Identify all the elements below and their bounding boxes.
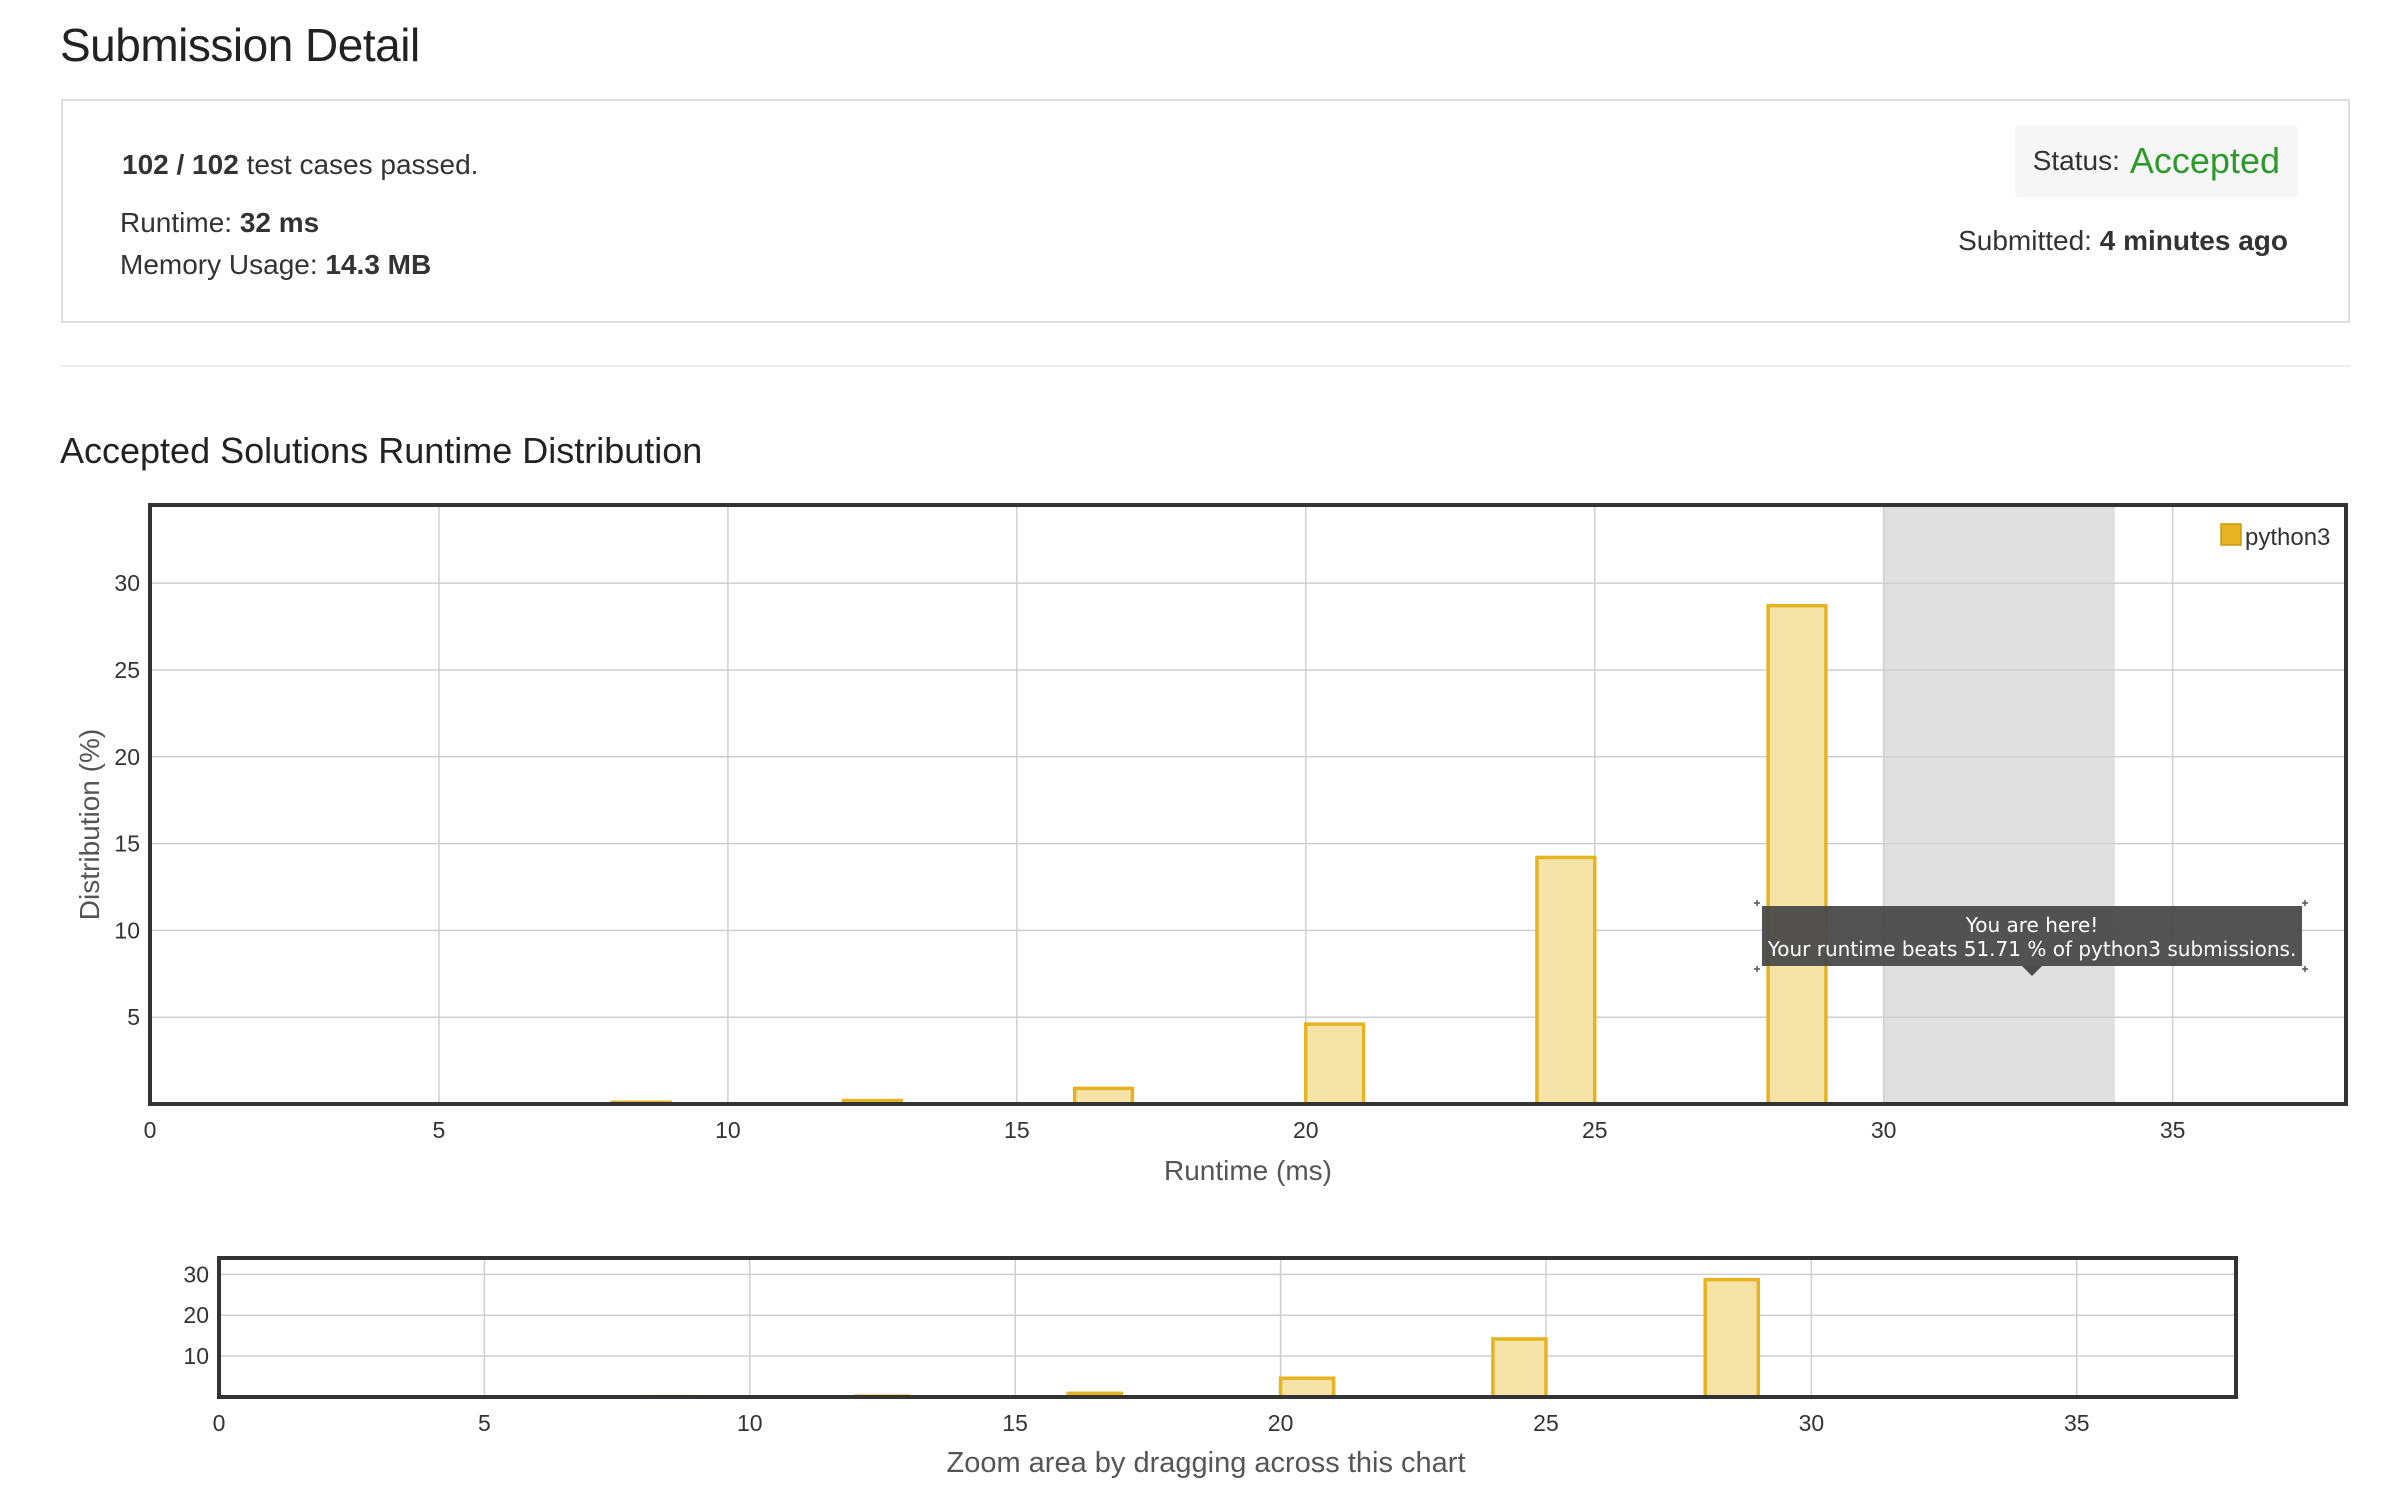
runtime-value: 32 ms xyxy=(239,207,320,238)
x-tick-label: 20 xyxy=(1293,1117,1319,1143)
tooltip-corner-mark xyxy=(2302,900,2308,906)
nav-y-tick-label: 30 xyxy=(183,1261,209,1287)
y-tick-label: 20 xyxy=(114,744,140,770)
y-tick-label: 15 xyxy=(114,831,140,857)
tooltip-pointer xyxy=(2022,966,2042,976)
status-badge: Status: Accepted xyxy=(2014,125,2298,197)
your-runtime-band xyxy=(1883,505,2115,1104)
nav-y-tick-label: 20 xyxy=(183,1302,209,1328)
status-label: Status: xyxy=(2032,145,2120,176)
test-cases-count: 102 / 102 xyxy=(122,149,239,180)
submission-summary-panel: 102 / 102 test cases passed. Runtime: 32… xyxy=(61,99,2350,323)
legend-swatch xyxy=(2220,523,2242,546)
main-chart: 0 5 10 15 20 25 30 35 5 10 15 20 25 30 Runtime (ms) Dis… xyxy=(74,503,2348,1186)
tooltip-corner-mark xyxy=(1754,966,1760,972)
x-tick-label: 30 xyxy=(1871,1117,1897,1143)
x-axis-title: Runtime (ms) xyxy=(1164,1155,1332,1186)
nav-bar xyxy=(1491,1337,1548,1399)
submitted-label: Submitted: xyxy=(1958,225,2092,256)
navigator-chart[interactable]: 0 5 10 15 20 25 30 35 10 20 30 xyxy=(183,1256,2238,1436)
test-cases-line: 102 / 102 test cases passed. xyxy=(122,149,478,181)
navigator-hint: Zoom area by dragging across this chart xyxy=(946,1447,1465,1479)
tooltip-box xyxy=(1762,906,2302,966)
nav-x-tick-label: 10 xyxy=(737,1410,763,1436)
bar xyxy=(1072,1086,1135,1106)
nav-bar xyxy=(1703,1277,1761,1399)
x-tick-label: 10 xyxy=(715,1117,741,1143)
nav-x-tick-label: 25 xyxy=(1533,1410,1559,1436)
bar xyxy=(1766,603,1828,1106)
memory-label: Memory Usage: xyxy=(120,249,318,280)
nav-plot-frame xyxy=(217,1256,2238,1399)
tooltip-line-2: Your runtime beats 51.71 % of python3 su… xyxy=(1767,937,2297,961)
section-divider xyxy=(61,365,2350,367)
x-tick-label: 35 xyxy=(2160,1117,2186,1143)
submitted-line: Submitted: 4 minutes ago xyxy=(1958,225,2288,257)
memory-line: Memory Usage: 14.3 MB xyxy=(120,249,431,281)
y-tick-label: 25 xyxy=(114,657,140,683)
y-tick-label: 30 xyxy=(114,570,140,596)
x-tick-label: 5 xyxy=(433,1117,446,1143)
nav-x-tick-label: 5 xyxy=(478,1410,491,1436)
nav-x-tick-label: 20 xyxy=(1268,1410,1294,1436)
legend-label: python3 xyxy=(2245,524,2330,551)
x-tick-label: 25 xyxy=(1582,1117,1608,1143)
y-axis-title: Distribution (%) xyxy=(74,729,105,920)
tooltip-corner-mark xyxy=(1754,900,1760,906)
submitted-value: 4 minutes ago xyxy=(2099,225,2288,256)
bar xyxy=(1535,855,1597,1106)
runtime-line: Runtime: 32 ms xyxy=(120,207,319,239)
memory-value: 14.3 MB xyxy=(325,249,432,280)
nav-x-tick-label: 30 xyxy=(1799,1410,1825,1436)
section-title: Accepted Solutions Runtime Distribution xyxy=(60,430,703,471)
x-tick-label: 15 xyxy=(1004,1117,1030,1143)
y-tick-label: 5 xyxy=(127,1004,140,1030)
bar xyxy=(1304,1022,1366,1106)
nav-bar xyxy=(1278,1376,1336,1399)
nav-x-tick-label: 35 xyxy=(2064,1410,2090,1436)
y-tick-label: 10 xyxy=(114,917,140,943)
test-cases-label: test cases passed. xyxy=(246,149,479,180)
nav-x-tick-label: 0 xyxy=(213,1410,226,1436)
nav-x-tick-label: 15 xyxy=(1002,1410,1028,1436)
tooltip-line-1: You are here! xyxy=(1965,913,2099,937)
x-tick-label: 0 xyxy=(144,1117,157,1143)
runtime-label: Runtime: xyxy=(120,207,233,238)
tooltip-corner-mark xyxy=(2302,966,2308,972)
page-title: Submission Detail xyxy=(60,19,420,71)
nav-y-tick-label: 10 xyxy=(183,1343,209,1369)
status-value: Accepted xyxy=(2129,140,2280,181)
plot-frame xyxy=(148,503,2348,1106)
